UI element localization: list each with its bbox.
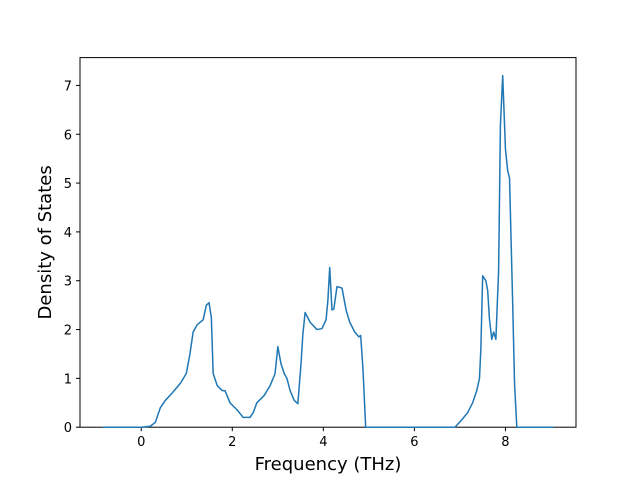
y-tick-label: 2 (64, 324, 72, 339)
x-tick-label: 2 (228, 435, 236, 450)
x-tick-label: 4 (319, 435, 327, 450)
y-tick-label: 0 (64, 421, 72, 436)
y-tick-label: 1 (64, 372, 72, 387)
y-tick-label: 3 (64, 275, 72, 290)
y-tick-label: 6 (64, 128, 72, 143)
y-axis-label: Density of States (35, 165, 56, 319)
x-tick-label: 8 (501, 435, 509, 450)
x-axis-label: Frequency (THz) (255, 454, 402, 475)
x-tick-label: 6 (410, 435, 418, 450)
line (102, 74, 554, 428)
y-tick-label: 5 (64, 177, 72, 192)
x-tick-label: 0 (137, 435, 145, 450)
axes-frame (79, 57, 577, 428)
y-tick-label: 4 (64, 226, 72, 241)
y-tick-label: 7 (64, 79, 72, 94)
